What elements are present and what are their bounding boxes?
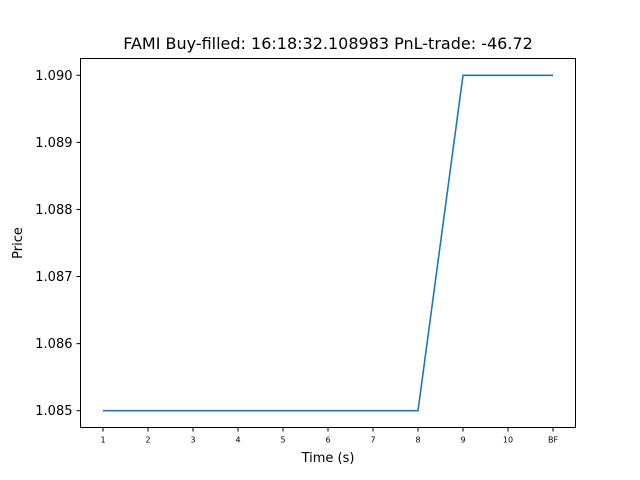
y-tick-label: 1.090 [35,69,72,84]
x-axis: 1 2 3 4 5 6 7 8 9 10 BF [100,427,558,445]
y-axis: 1.085 1.086 1.087 1.088 1.089 1.090 [35,69,81,419]
y-tick-label: 1.085 [35,404,72,419]
x-tick-label: 5 [280,436,285,445]
price-line [103,74,553,412]
x-tick-label: 1 [100,436,105,445]
x-tick-label: 9 [460,436,465,445]
y-tick-label: 1.087 [35,270,72,285]
x-tick-label: 2 [145,436,150,445]
y-tick-label: 1.088 [35,203,72,218]
x-tick-label: 10 [503,436,513,445]
x-tick-label: 7 [370,436,375,445]
x-tick-label: BF [548,436,558,445]
x-tick-label: 8 [415,436,420,445]
y-tick-label: 1.089 [35,136,72,151]
chart-title: FAMI Buy-filled: 16:18:32.108983 PnL-tra… [123,34,533,53]
x-tick-label: 4 [235,436,240,445]
x-tick-label: 6 [325,436,330,445]
y-axis-label: Price [11,227,26,259]
x-tick-label: 3 [190,436,195,445]
plot-frame [80,58,576,428]
y-tick-label: 1.086 [35,337,72,352]
x-axis-label: Time (s) [301,451,355,466]
